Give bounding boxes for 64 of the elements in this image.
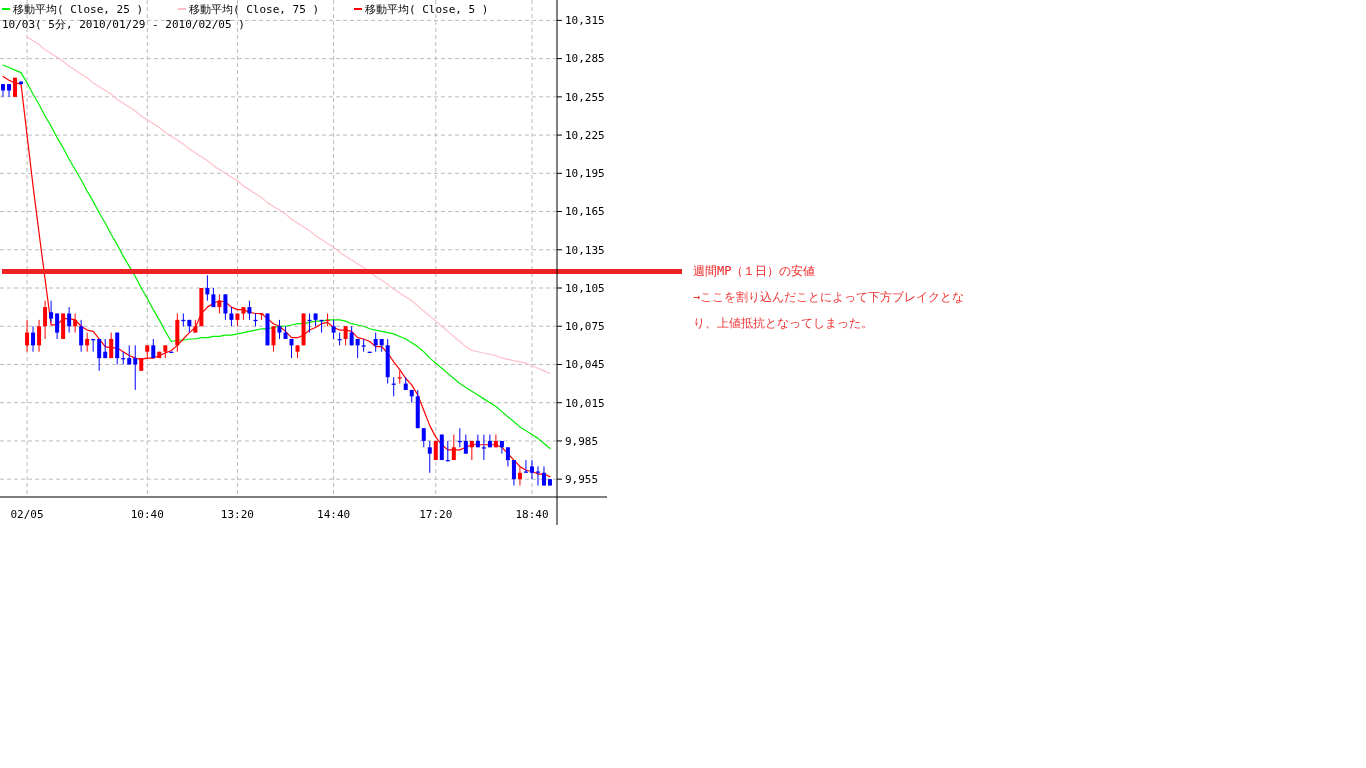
candlestick [481,434,486,461]
x-tick-label: 13:20 [220,508,254,521]
y-tick-label: 10,285 [565,52,605,66]
candlestick [55,312,60,340]
text: 10/03( 5分, 2010/01/29 - 2010/02/05 ) [2,18,245,31]
candlestick [541,465,546,487]
candlestick [85,332,90,353]
y-tick-label: 10,045 [565,358,605,372]
y-tick-label: 10,135 [565,243,605,257]
candlestick [499,440,504,455]
x-tick-label: 17:20 [419,508,453,521]
candlestick [79,319,84,353]
candlestick [25,319,30,353]
y-tick-label: 10,165 [565,205,605,219]
candlestick [217,293,222,314]
y-tick-label: 9,955 [565,473,599,487]
candlestick [97,338,102,372]
candlestick [271,325,276,353]
candlestick [223,293,228,321]
candlestick [427,440,432,474]
candlestick [421,427,426,448]
candlestick [343,325,348,346]
candlestick [529,459,534,480]
text: →ここを割り込んだことによって下方ブレイクとなり、上値抵抗となってしまった。 [693,290,965,331]
y-tick-label: 10,015 [565,396,605,410]
candlestick [31,325,36,353]
y-tick-label: 10,255 [565,90,605,104]
candlestick [277,319,282,340]
legend-label: 移動平均( Close, 75 ) [189,3,320,16]
y-tick-label: 9,985 [565,434,599,448]
candlestick [505,446,510,467]
candlestick [451,434,456,461]
candlestick [7,83,12,98]
x-tick-label: 18:40 [515,508,549,521]
ref-line-label: 週間MP（１日）の安値 [693,264,816,279]
candlestick [109,332,114,359]
candlestick [133,344,138,391]
y-tick-label: 10,315 [565,14,605,28]
candlestick [43,300,48,340]
candlestick [229,306,234,327]
candlestick [49,300,54,323]
candlestick [1,83,6,98]
y-tick-label: 10,075 [565,320,605,334]
candlestick [205,274,210,302]
x-tick-label: 10:40 [130,508,164,521]
candlestick [331,319,336,340]
x-tick-label: 02/05 [10,508,44,521]
candlestick [247,300,252,321]
candlestick [475,434,480,448]
candlestick [373,332,378,353]
candlestick [67,306,72,334]
y-tick-label: 10,195 [565,167,605,181]
y-tick-label: 10,105 [565,281,605,295]
legend-label: 移動平均( Close, 5 ) [365,3,489,16]
y-tick-label: 10,225 [565,128,605,142]
candlestick [493,434,498,448]
legend-label: 移動平均( Close, 25 ) [13,3,144,16]
x-tick-label: 14:40 [317,508,351,521]
candlestick [463,434,468,455]
candlestick [37,319,42,353]
candlestick [511,459,516,487]
candlestick [73,312,78,334]
candlestick [487,434,492,448]
line-series [26,36,551,374]
